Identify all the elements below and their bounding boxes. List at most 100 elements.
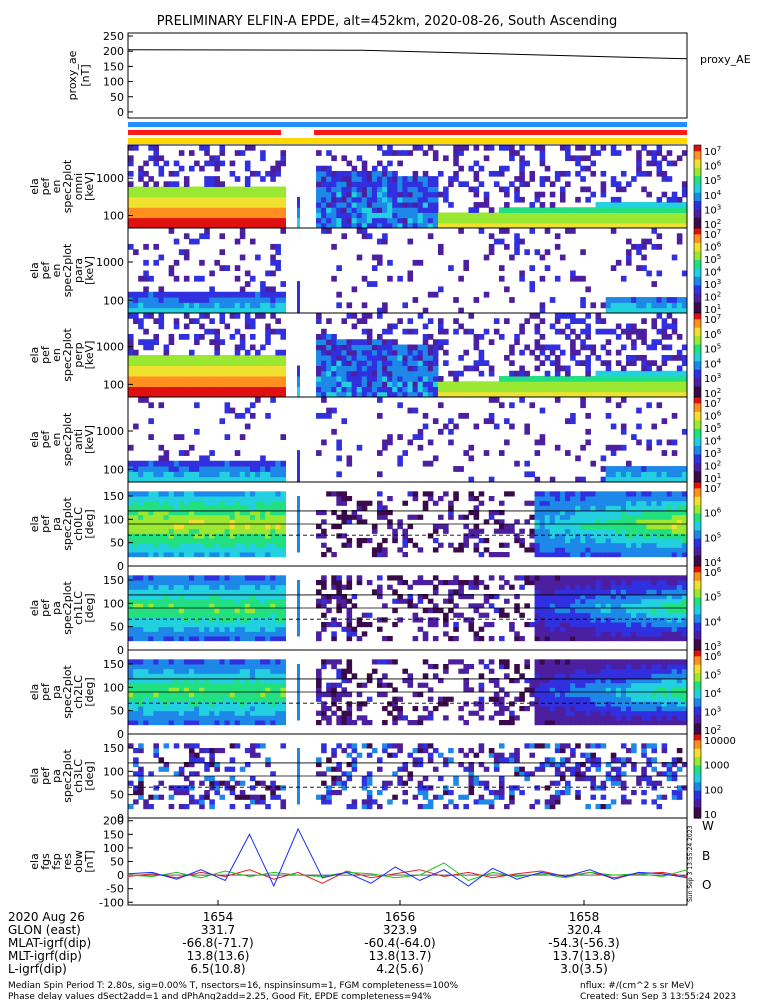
- spectrogram-cell: [158, 170, 165, 177]
- spectrogram-cell: [666, 476, 673, 483]
- spectrogram-cell: [575, 318, 581, 324]
- spectrogram-cell: [641, 391, 647, 398]
- spectrogram-cell: [183, 584, 190, 590]
- spectrogram-cell: [133, 505, 139, 511]
- spectrogram-cell: [249, 622, 256, 628]
- spectrogram-cell: [392, 339, 398, 345]
- spectrogram-cell: [336, 339, 342, 345]
- spectrogram-cell: [356, 391, 363, 398]
- spectrogram-cell: [554, 631, 561, 637]
- spectrogram-cell: [681, 150, 688, 156]
- spectrogram-cell: [229, 524, 236, 530]
- spectrogram-cell: [666, 510, 673, 516]
- spectrogram-cell: [666, 376, 673, 382]
- spectrogram-cell: [666, 202, 673, 208]
- spectrogram-cell: [636, 249, 642, 256]
- spectrogram-cell: [590, 491, 597, 497]
- spectrogram-cell: [158, 580, 165, 586]
- spectrogram-cell: [316, 339, 322, 345]
- spectrogram-cell: [260, 207, 266, 213]
- spectrogram-cell: [239, 500, 246, 506]
- spectrogram-cell: [138, 381, 144, 387]
- spectrogram-cell: [224, 496, 231, 502]
- spectrogram-cell: [234, 538, 241, 544]
- spectrogram-cell: [316, 202, 322, 208]
- spectrogram-cell: [178, 202, 185, 208]
- spectrogram-cell: [194, 307, 200, 314]
- spectrogram-cell: [412, 207, 419, 213]
- spectrogram-cell: [143, 466, 149, 472]
- spectrogram-cell: [432, 418, 439, 425]
- colorbar: [694, 264, 701, 267]
- spectrogram-cell: [260, 217, 266, 224]
- spectrogram-cell: [448, 391, 454, 398]
- spectrogram-cell: [239, 233, 246, 240]
- spectrogram-cell: [153, 222, 159, 229]
- spectrogram-cell: [483, 612, 490, 618]
- spectrogram-cell: [173, 510, 180, 516]
- colorbar: [694, 149, 701, 152]
- spectrogram-cell: [229, 291, 236, 298]
- spectrogram-cell: [173, 381, 180, 387]
- spectrogram-cell: [168, 538, 175, 544]
- spectrogram-cell: [656, 328, 663, 335]
- spectrogram-cell: [204, 150, 210, 156]
- spectrogram-cell: [234, 491, 241, 497]
- spectrogram-cell: [595, 608, 602, 614]
- spectrogram-cell: [524, 381, 530, 387]
- spectrogram-cell: [565, 334, 571, 340]
- colorbar: [694, 524, 701, 527]
- spectrogram-cell: [133, 514, 139, 520]
- spectrogram-cell: [331, 617, 337, 623]
- spectrogram-cell: [361, 222, 368, 229]
- spectrogram-cell: [229, 217, 236, 224]
- spectrogram-cell: [371, 202, 378, 208]
- spectrogram-cell: [610, 505, 617, 511]
- spectrogram-cell: [575, 626, 581, 632]
- spectrogram-cell: [128, 552, 134, 558]
- spectrogram-cell: [346, 519, 353, 525]
- spectrogram-cell: [336, 217, 342, 224]
- spectrogram-cell: [234, 297, 241, 303]
- spectrogram-cell: [590, 145, 597, 151]
- spectrogram-cell: [297, 533, 300, 539]
- spectrogram-cell: [321, 542, 327, 548]
- spectrogram-cell: [585, 533, 591, 539]
- spectrogram-cell: [595, 313, 602, 319]
- spectrogram-cell: [504, 491, 510, 497]
- spectrogram-cell: [681, 510, 688, 516]
- spectrogram-cell: [524, 575, 530, 581]
- spectrogram-cell: [361, 612, 368, 618]
- spectrogram-cell: [641, 552, 647, 558]
- spectrogram-cell: [316, 344, 322, 351]
- spectrogram-cell: [575, 533, 581, 539]
- colorbar: [694, 184, 701, 188]
- spectrogram-cell: [443, 217, 449, 224]
- spectrogram-cell: [570, 222, 576, 229]
- spectrogram-cell: [636, 217, 642, 224]
- spectrogram-cell: [559, 500, 566, 506]
- spectrogram-cell: [336, 291, 342, 298]
- spectrogram-cell: [427, 376, 434, 382]
- spectrogram-cell: [651, 297, 658, 303]
- spectrogram-cell: [153, 505, 159, 511]
- spectrogram-cell: [178, 476, 185, 483]
- spectrogram-cell: [549, 608, 556, 614]
- spectrogram-cell: [514, 575, 520, 581]
- spectrogram-cell: [504, 580, 510, 586]
- spectrogram-cell: [473, 391, 480, 398]
- spectrogram-cell: [666, 528, 673, 534]
- colorbar: [694, 287, 701, 291]
- spectrogram-cell: [260, 196, 266, 203]
- spectrogram-cell: [473, 207, 480, 213]
- spectrogram-cell: [676, 496, 683, 502]
- spectrogram-cell: [239, 344, 246, 351]
- spectrogram-cell: [158, 207, 165, 213]
- y-tick-label: 100: [103, 76, 124, 89]
- spectrogram-cell: [646, 519, 652, 525]
- spectrogram-cell: [468, 626, 475, 632]
- colorbar-tick: 106: [704, 410, 722, 423]
- colorbar-tick: 101: [704, 303, 721, 316]
- spectrogram-cell: [595, 370, 602, 377]
- spectrogram-cell: [498, 519, 505, 525]
